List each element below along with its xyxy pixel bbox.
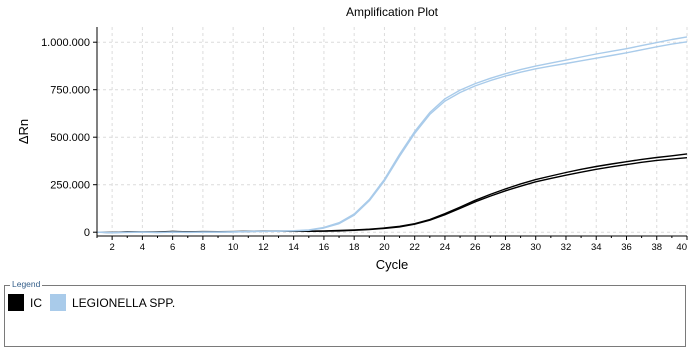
y-axis-label: ΔRn (16, 119, 31, 144)
x-tick-label: 28 (500, 242, 511, 253)
axes (93, 27, 688, 240)
x-tick-label: 16 (319, 242, 330, 253)
x-tick-label: 14 (288, 242, 299, 253)
legend-swatch-legionella (50, 294, 66, 311)
x-tick-label: 6 (170, 242, 175, 253)
x-tick-label: 10 (228, 242, 239, 253)
series-line-legionella-3 (96, 36, 688, 234)
y-tick-label: 250.000 (50, 180, 90, 192)
x-tick-label: 4 (140, 242, 145, 253)
y-tick-label: 500.000 (50, 132, 90, 144)
x-tick-label: 26 (470, 242, 481, 253)
legend-item-legionella[interactable]: LEGIONELLA SPP. (50, 294, 175, 311)
y-tick-labels: 0 250.000 500.000 750.000 1.000.000 (41, 37, 90, 239)
plot-area (97, 27, 687, 236)
x-tick-label: 24 (440, 242, 451, 253)
x-tick-label: 30 (530, 242, 541, 253)
legend-box (4, 285, 686, 347)
legend-label-legionella: LEGIONELLA SPP. (72, 295, 176, 310)
legend-caption: Legend (10, 279, 43, 290)
x-tick-labels: 2 4 6 8 10 12 14 16 18 20 22 24 26 28 30 32 34 36 38 40 (109, 242, 687, 253)
y-tick-label: 0 (84, 227, 90, 239)
x-tick-label: 2 (109, 242, 114, 253)
y-tick-label: 750.000 (50, 85, 90, 97)
legend-label-ic: IC (30, 295, 42, 310)
series-layer (96, 36, 688, 234)
amplification-plot: Amplification Plot ΔRn Cycle 0 250.000 500… (16, 5, 688, 272)
x-tick-label: 8 (200, 242, 205, 253)
x-tick-label: 38 (651, 242, 662, 253)
x-tick-label: 40 (676, 242, 687, 253)
x-tick-label: 20 (379, 242, 390, 253)
legend-swatch-ic (8, 294, 24, 311)
x-tick-label: 22 (409, 242, 420, 253)
chart-title: Amplification Plot (346, 5, 439, 19)
x-tick-label: 34 (591, 242, 602, 253)
x-tick-label: 36 (621, 242, 632, 253)
y-tick-label: 1.000.000 (41, 37, 90, 49)
legend-items: IC LEGIONELLA SPP. (8, 294, 183, 311)
x-tick-label: 12 (258, 242, 269, 253)
x-tick-label: 18 (349, 242, 360, 253)
x-axis-label: Cycle (376, 257, 409, 272)
legend-item-ic[interactable]: IC (8, 294, 42, 311)
x-tick-label: 32 (561, 242, 572, 253)
